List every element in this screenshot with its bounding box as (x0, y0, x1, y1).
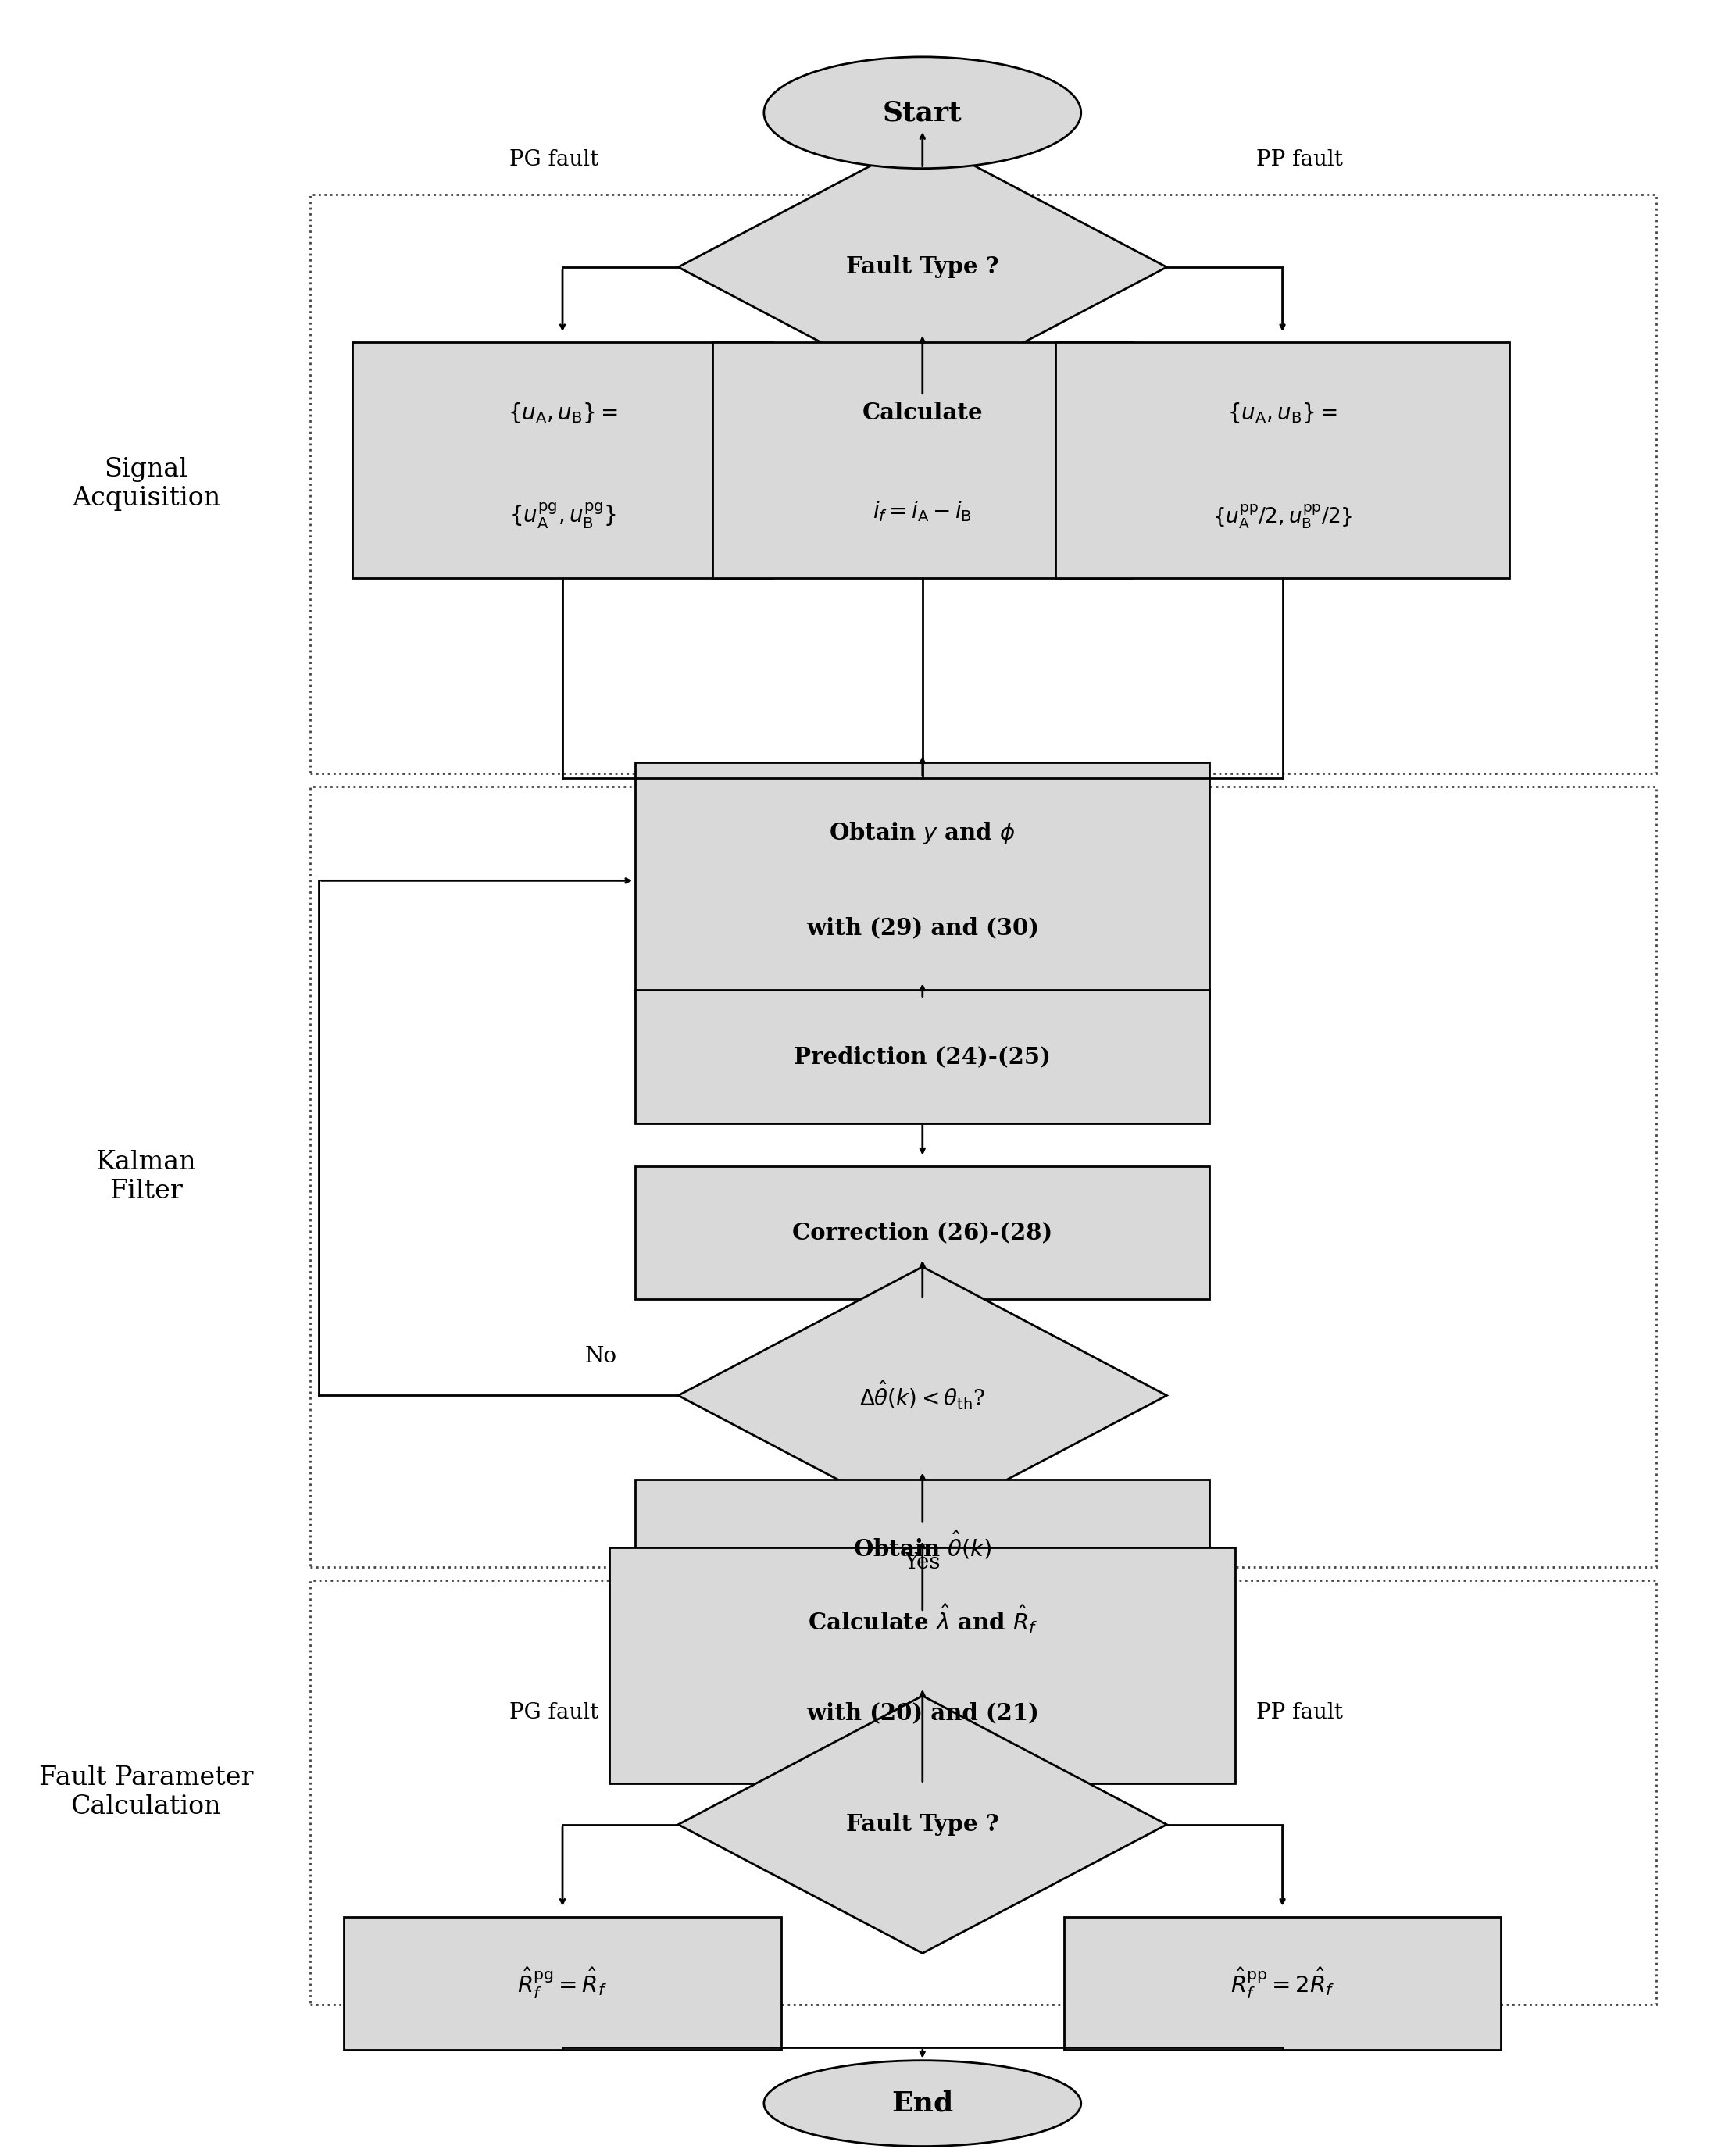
Text: Calculate $\hat{\lambda}$ and $\hat{R}_f$: Calculate $\hat{\lambda}$ and $\hat{R}_f… (807, 1602, 1037, 1634)
FancyBboxPatch shape (635, 763, 1209, 998)
Text: $\{u_\mathrm{A}, u_\mathrm{B}\} =$: $\{u_\mathrm{A}, u_\mathrm{B}\} =$ (507, 401, 618, 425)
FancyBboxPatch shape (1056, 343, 1509, 578)
Polygon shape (678, 1697, 1166, 1953)
FancyBboxPatch shape (609, 1548, 1235, 1783)
Text: with (29) and (30): with (29) and (30) (806, 916, 1038, 940)
Text: Correction (26)-(28): Correction (26)-(28) (792, 1220, 1052, 1244)
Text: $\{u_\mathrm{A}^\mathrm{pg}, u_\mathrm{B}^\mathrm{pg}\}$: $\{u_\mathrm{A}^\mathrm{pg}, u_\mathrm{B… (509, 502, 616, 530)
FancyBboxPatch shape (343, 1917, 781, 2050)
Text: Fault Parameter
Calculation: Fault Parameter Calculation (38, 1766, 254, 1820)
Bar (310, 1580, 1656, 2005)
Text: Obtain $\hat{\theta}(k)$: Obtain $\hat{\theta}(k)$ (854, 1531, 992, 1561)
Text: $i_f = i_\mathrm{A} - i_\mathrm{B}$: $i_f = i_\mathrm{A} - i_\mathrm{B}$ (873, 500, 973, 524)
Ellipse shape (764, 2061, 1082, 2145)
Text: PP fault: PP fault (1256, 1703, 1344, 1723)
Text: Calculate: Calculate (862, 401, 983, 425)
Text: PG fault: PG fault (509, 149, 599, 170)
FancyBboxPatch shape (1064, 1917, 1501, 2050)
Ellipse shape (764, 56, 1082, 168)
Text: Prediction (24)-(25): Prediction (24)-(25) (794, 1046, 1051, 1067)
Text: Obtain $y$ and $\phi$: Obtain $y$ and $\phi$ (830, 821, 1016, 847)
Text: Fault Type ?: Fault Type ? (845, 257, 999, 278)
Bar (310, 194, 1656, 774)
Text: $\{u_\mathrm{A}, u_\mathrm{B}\} =$: $\{u_\mathrm{A}, u_\mathrm{B}\} =$ (1228, 401, 1337, 425)
Text: $\Delta\hat{\theta}(k) < \theta_\mathrm{th}$?: $\Delta\hat{\theta}(k) < \theta_\mathrm{… (859, 1380, 985, 1412)
Text: No: No (585, 1345, 618, 1367)
Text: $\hat{R}_f^\mathrm{pp} = 2\hat{R}_f$: $\hat{R}_f^\mathrm{pp} = 2\hat{R}_f$ (1230, 1966, 1335, 2001)
Text: PG fault: PG fault (509, 1703, 599, 1723)
Text: Fault Type ?: Fault Type ? (845, 1813, 999, 1837)
Text: with (20) and (21): with (20) and (21) (806, 1701, 1038, 1725)
FancyBboxPatch shape (635, 1166, 1209, 1298)
Text: Kalman
Filter: Kalman Filter (97, 1149, 197, 1203)
Text: $\{u_\mathrm{A}^\mathrm{pp}/2, u_\mathrm{B}^\mathrm{pp}/2\}$: $\{u_\mathrm{A}^\mathrm{pp}/2, u_\mathrm… (1213, 502, 1352, 530)
FancyBboxPatch shape (635, 1479, 1209, 1613)
FancyBboxPatch shape (635, 990, 1209, 1123)
Text: Start: Start (883, 99, 963, 125)
Text: $\hat{R}_f^\mathrm{pg} = \hat{R}_f$: $\hat{R}_f^\mathrm{pg} = \hat{R}_f$ (518, 1966, 607, 2001)
Bar (310, 787, 1656, 1567)
Polygon shape (678, 1268, 1166, 1524)
Polygon shape (678, 138, 1166, 397)
Text: End: End (892, 2089, 954, 2117)
Text: Yes: Yes (904, 1552, 940, 1574)
Text: PP fault: PP fault (1256, 149, 1344, 170)
FancyBboxPatch shape (712, 343, 1133, 578)
Text: Signal
Acquisition: Signal Acquisition (72, 457, 221, 511)
FancyBboxPatch shape (352, 343, 773, 578)
